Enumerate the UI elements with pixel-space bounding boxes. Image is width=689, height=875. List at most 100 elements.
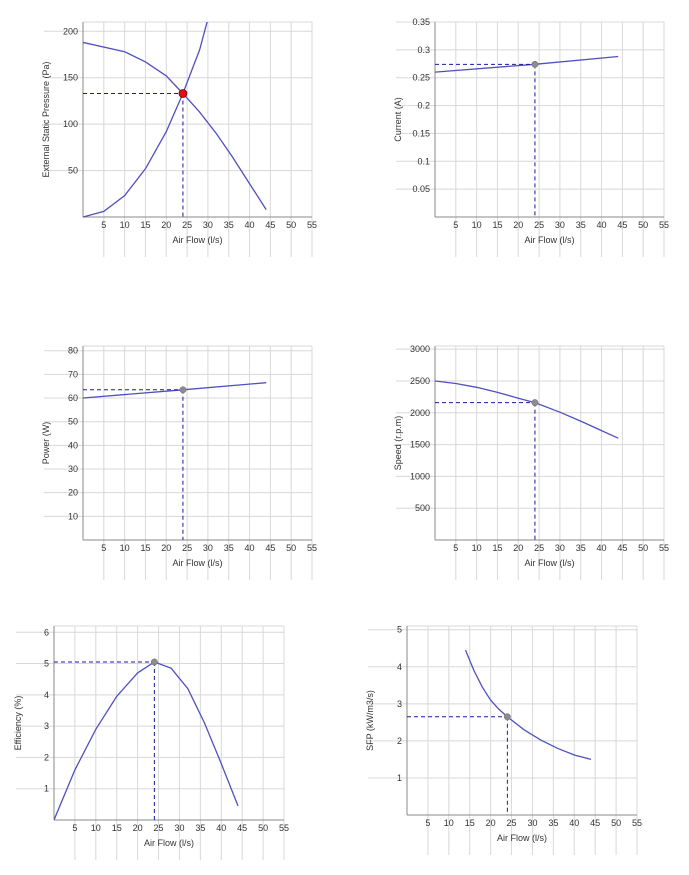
series-line-1 xyxy=(435,380,619,439)
x-tick-label: 50 xyxy=(638,543,648,553)
x-tick-label: 20 xyxy=(513,543,523,553)
x-tick-label: 55 xyxy=(279,823,289,833)
y-tick-label: 0.05 xyxy=(412,184,430,194)
y-tick-label: 6 xyxy=(44,627,49,637)
y-tick-label: 4 xyxy=(397,662,402,672)
y-tick-label: 2 xyxy=(44,752,49,762)
y-axis-title: Efficiency (%) xyxy=(13,696,23,751)
chart-panel-2: 0.05 0.1 0.15 0.2 0.25 0.3 0.35 5 10 15 20 25 30 35 40… xyxy=(393,17,669,257)
series-line-1 xyxy=(83,41,267,210)
x-axis-title: Air Flow (l/s) xyxy=(525,235,575,245)
x-tick-label: 35 xyxy=(576,220,586,230)
x-tick-label: 15 xyxy=(465,818,475,828)
x-tick-label: 5 xyxy=(425,818,430,828)
x-tick-label: 10 xyxy=(120,543,130,553)
x-tick-label: 15 xyxy=(140,543,150,553)
operating-point-marker xyxy=(503,713,511,721)
y-tick-label: 1 xyxy=(44,784,49,794)
y-tick-label: 1000 xyxy=(410,471,430,481)
x-tick-label: 25 xyxy=(507,818,517,828)
chart-panel-1: 50 100 150 200 5 10 15 20 25 30 35 40 45 50 55 Air Flow… xyxy=(41,21,317,257)
x-tick-label: 50 xyxy=(611,818,621,828)
x-tick-label: 40 xyxy=(245,543,255,553)
x-tick-label: 20 xyxy=(133,823,143,833)
y-tick-label: 70 xyxy=(68,369,78,379)
x-tick-label: 30 xyxy=(555,543,565,553)
x-tick-label: 35 xyxy=(548,818,558,828)
y-tick-label: 3 xyxy=(397,699,402,709)
x-tick-label: 10 xyxy=(91,823,101,833)
x-tick-label: 40 xyxy=(216,823,226,833)
x-tick-label: 25 xyxy=(534,220,544,230)
x-tick-label: 30 xyxy=(203,543,213,553)
x-tick-label: 55 xyxy=(632,818,642,828)
operating-point-marker-main xyxy=(178,89,188,98)
x-tick-label: 45 xyxy=(590,818,600,828)
y-tick-label: 1500 xyxy=(410,440,430,450)
y-axis-title: Current (A) xyxy=(393,97,403,142)
x-axis-title: Air Flow (l/s) xyxy=(173,235,223,245)
operating-point-marker xyxy=(531,399,539,407)
x-tick-label: 25 xyxy=(534,543,544,553)
y-tick-label: 4 xyxy=(44,690,49,700)
y-tick-label: 150 xyxy=(63,73,78,83)
x-tick-label: 30 xyxy=(527,818,537,828)
y-tick-label: 3 xyxy=(44,721,49,731)
x-tick-label: 20 xyxy=(513,220,523,230)
y-tick-label: 1 xyxy=(397,773,402,783)
x-tick-label: 10 xyxy=(472,543,482,553)
y-tick-label: 5 xyxy=(44,659,49,669)
y-tick-label: 50 xyxy=(68,166,78,176)
x-tick-label: 50 xyxy=(286,543,296,553)
y-tick-label: 3000 xyxy=(410,344,430,354)
y-tick-label: 2000 xyxy=(410,408,430,418)
x-tick-label: 30 xyxy=(555,220,565,230)
x-tick-label: 10 xyxy=(472,220,482,230)
x-tick-label: 40 xyxy=(245,220,255,230)
x-tick-label: 10 xyxy=(444,818,454,828)
operating-point-marker xyxy=(531,60,539,68)
x-tick-label: 35 xyxy=(576,543,586,553)
x-tick-label: 35 xyxy=(224,543,234,553)
x-tick-label: 5 xyxy=(72,823,77,833)
y-tick-label: 2 xyxy=(397,736,402,746)
x-tick-label: 10 xyxy=(120,220,130,230)
x-tick-label: 25 xyxy=(154,823,164,833)
x-tick-label: 15 xyxy=(140,220,150,230)
y-tick-label: 80 xyxy=(68,346,78,356)
y-tick-label: 10 xyxy=(68,511,78,521)
x-tick-label: 55 xyxy=(307,543,317,553)
chart-panel-3: 10 20 30 40 50 60 70 80 5 10 15 20 25 30 35 40 45 50 55 Air… xyxy=(41,345,317,580)
x-tick-label: 15 xyxy=(492,543,502,553)
x-tick-label: 55 xyxy=(659,543,669,553)
x-tick-label: 45 xyxy=(265,220,275,230)
x-axis-title: Air Flow (l/s) xyxy=(525,558,575,568)
x-tick-label: 20 xyxy=(161,543,171,553)
x-tick-label: 30 xyxy=(203,220,213,230)
series-line-2 xyxy=(83,22,208,218)
y-tick-label: 0.25 xyxy=(412,73,430,83)
y-tick-label: 2500 xyxy=(410,376,430,386)
y-tick-label: 5 xyxy=(397,625,402,635)
y-tick-label: 0.3 xyxy=(417,45,430,55)
y-tick-label: 60 xyxy=(68,393,78,403)
operating-point-marker xyxy=(150,658,158,666)
x-tick-label: 25 xyxy=(182,543,192,553)
x-tick-label: 55 xyxy=(659,220,669,230)
x-tick-label: 40 xyxy=(597,543,607,553)
x-axis-title: Air Flow (l/s) xyxy=(173,558,223,568)
x-tick-label: 5 xyxy=(101,543,106,553)
y-tick-label: 30 xyxy=(68,464,78,474)
x-tick-label: 20 xyxy=(161,220,171,230)
x-tick-label: 40 xyxy=(569,818,579,828)
y-tick-label: 40 xyxy=(68,440,78,450)
y-axis-title: Power (W) xyxy=(41,422,51,465)
x-tick-label: 5 xyxy=(101,220,106,230)
x-tick-label: 15 xyxy=(112,823,122,833)
y-tick-label: 20 xyxy=(68,488,78,498)
x-tick-label: 30 xyxy=(174,823,184,833)
x-axis-title: Air Flow (l/s) xyxy=(497,833,547,843)
